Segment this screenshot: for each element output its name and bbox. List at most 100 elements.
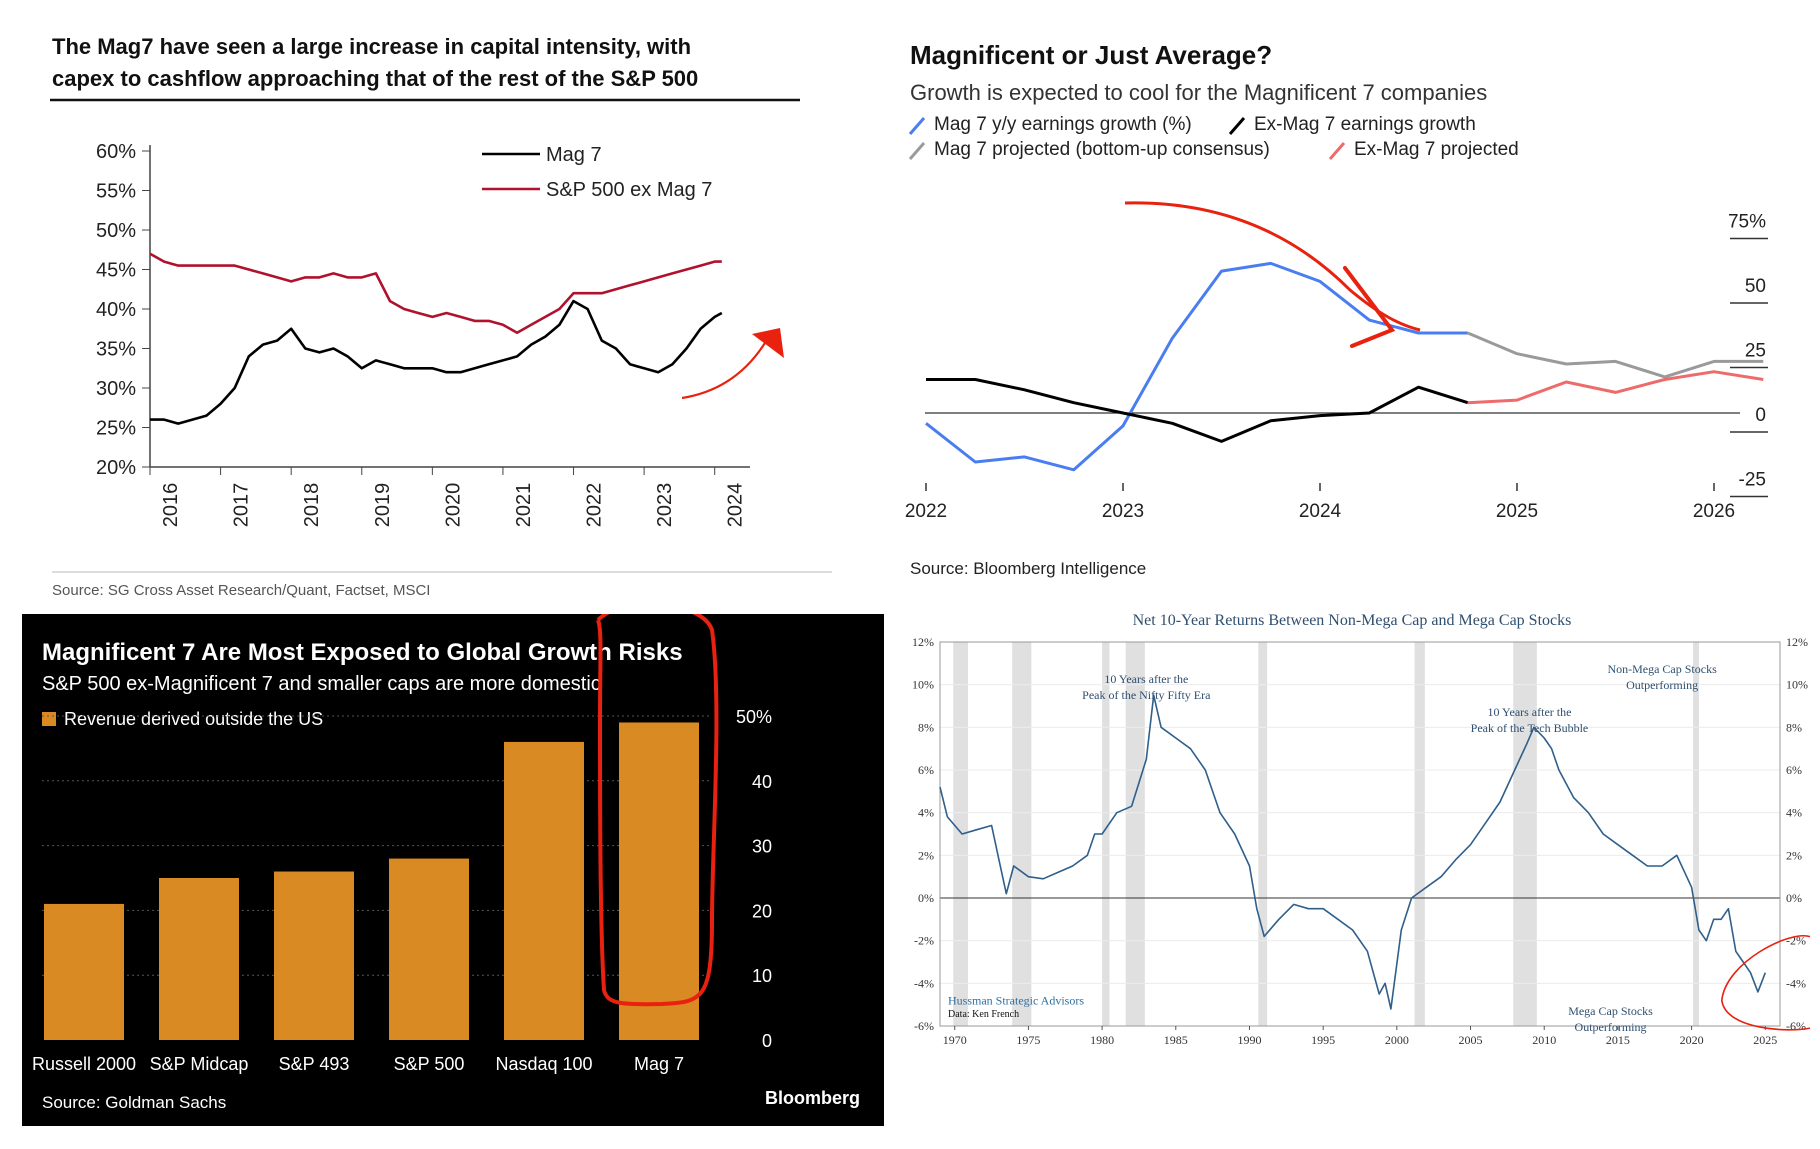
returns-y-tick-left: 0% [918, 891, 934, 905]
returns-x-tick-label: 2025 [1753, 1033, 1777, 1047]
growth-legend-label: Ex-Mag 7 projected [1354, 139, 1519, 160]
capex-y-tick-label: 30% [96, 378, 136, 400]
exposure-chart-title: Magnificent 7 Are Most Exposed to Global… [42, 639, 683, 666]
capex-y-tick-label: 60% [96, 141, 136, 163]
capex-y-tick-label: 40% [96, 299, 136, 321]
growth-red-arrowhead [1343, 266, 1396, 348]
returns-x-tick-label: 1975 [1016, 1033, 1040, 1047]
returns-y-tick-left: -6% [914, 1019, 934, 1033]
returns-y-tick-left: -2% [914, 934, 934, 948]
growth-legend-label: Ex-Mag 7 earnings growth [1254, 114, 1476, 135]
returns-y-tick-right: 8% [1786, 720, 1802, 734]
returns-y-tick-right: -6% [1786, 1019, 1806, 1033]
exposure-bar [504, 741, 584, 1040]
exposure-category-label: S&P Midcap [150, 1054, 249, 1074]
exposure-bar [159, 878, 239, 1040]
growth-series-line [926, 378, 1469, 443]
growth-x-tick-label: 2025 [1496, 501, 1538, 522]
growth-y-tick-label: 25 [1745, 341, 1766, 362]
returns-y-tick-left: 6% [918, 763, 934, 777]
returns-y-tick-right: 12% [1786, 635, 1808, 649]
returns-chart: Net 10-Year Returns Between Non-Mega Cap… [912, 612, 1811, 1047]
capex-source: Source: SG Cross Asset Research/Quant, F… [52, 582, 430, 599]
returns-x-tick-label: 1990 [1237, 1033, 1261, 1047]
returns-red-circle [1720, 934, 1811, 1031]
growth-x-tick-label: 2024 [1299, 501, 1342, 522]
returns-y-tick-left: 8% [918, 720, 934, 734]
red-arrow-head [752, 328, 784, 358]
returns-y-tick-right: 4% [1786, 806, 1802, 820]
growth-legend-swatch [908, 117, 926, 135]
recession-band [1125, 642, 1145, 1026]
exposure-category-label: Nasdaq 100 [495, 1054, 592, 1074]
capex-plot-area: 60% 55% 50% 45% 40% 35% 30% 25% 20% 2016 2017 2018 2… [96, 141, 784, 527]
growth-series-line [1467, 370, 1764, 405]
growth-y-tick-label: 50 [1745, 276, 1766, 297]
growth-y-tick-label: -25 [1739, 470, 1766, 491]
annotation-nifty-line2: Peak of the Nifty Fifty Era [1082, 688, 1211, 702]
capex-y-tick-label: 20% [96, 457, 136, 479]
returns-x-tick-label: 1980 [1090, 1033, 1114, 1047]
returns-y-tick-right: 6% [1786, 763, 1802, 777]
recession-band [1012, 642, 1032, 1026]
returns-x-tick-label: 2005 [1459, 1033, 1483, 1047]
exposure-y-tick-label: 10 [752, 966, 772, 986]
legend-label-mag7: Mag 7 [546, 144, 602, 166]
growth-x-tick-label: 2023 [1102, 501, 1144, 522]
capex-x-tick-label: 2021 [513, 483, 535, 528]
growth-red-arrow [1124, 201, 1421, 332]
exposure-chart: Magnificent 7 Are Most Exposed to Global… [32, 602, 860, 1112]
recession-band [953, 642, 968, 1026]
returns-x-tick-label: 2020 [1680, 1033, 1704, 1047]
exposure-y-tick-label: 0 [762, 1031, 772, 1051]
returns-chart-panel: Net 10-Year Returns Between Non-Mega Cap… [884, 600, 1820, 1144]
growth-legend-swatch [1328, 142, 1346, 160]
capex-series-line [150, 299, 723, 425]
legend-label-spx-ex-mag7: S&P 500 ex Mag 7 [546, 179, 712, 201]
exposure-y-tick-label: 20 [752, 901, 772, 921]
capex-chart-panel: The Mag7 have seen a large increase in c… [0, 0, 870, 610]
exposure-bar [619, 722, 699, 1040]
returns-y-tick-left: 2% [918, 848, 934, 862]
capex-x-tick-label: 2024 [725, 483, 747, 528]
capex-y-tick-label: 25% [96, 418, 136, 440]
growth-legend-label: Mag 7 y/y earnings growth (%) [934, 114, 1192, 135]
growth-source: Source: Bloomberg Intelligence [910, 559, 1146, 578]
growth-legend-swatch [1228, 117, 1246, 135]
annotation-mega-line1: Mega Cap Stocks [1568, 1004, 1653, 1018]
returns-y-tick-left: -4% [914, 976, 934, 990]
exposure-y-tick-label: 50% [736, 707, 772, 727]
growth-series-line [1467, 331, 1764, 379]
returns-x-tick-label: 2015 [1606, 1033, 1630, 1047]
capex-x-tick-label: 2018 [301, 483, 323, 528]
exposure-source: Source: Goldman Sachs [42, 1093, 226, 1112]
growth-plot-area: 75% 50 25 0 -25 2022 2023 2024 2025 2026 [905, 201, 1768, 522]
returns-plot-frame [939, 641, 1781, 1027]
exposure-bar [274, 871, 354, 1040]
exposure-legend-swatch [42, 712, 56, 726]
exposure-legend-label: Revenue derived outside the US [64, 709, 323, 729]
growth-y-tick-label: 0 [1755, 405, 1766, 426]
growth-legend-swatch [908, 142, 926, 160]
recession-band [1693, 642, 1700, 1026]
growth-series-line [925, 261, 1468, 472]
capex-y-tick-label: 45% [96, 260, 136, 282]
exposure-category-label: Russell 2000 [32, 1054, 136, 1074]
exposure-y-tick-label: 30 [752, 837, 772, 857]
growth-chart: Magnificent or Just Average? Growth is e… [905, 40, 1768, 578]
growth-chart-title: Magnificent or Just Average? [910, 40, 1272, 70]
capex-y-tick-label: 50% [96, 220, 136, 242]
annotation-mega-line2: Outperforming [1575, 1020, 1647, 1034]
recession-band [1414, 642, 1425, 1026]
capex-chart-title-line2: capex to cashflow approaching that of th… [52, 66, 698, 91]
capex-series-line [149, 252, 722, 334]
capex-x-tick-label: 2020 [442, 483, 464, 528]
returns-y-tick-right: 0% [1786, 891, 1802, 905]
exposure-plot-area: 50% 40 30 20 10 0 Russell 2000 S&P Midcap S&P 49… [32, 602, 772, 1074]
capex-x-tick-label: 2023 [654, 483, 676, 528]
red-arrow-annotation [681, 337, 769, 400]
returns-y-tick-right: -4% [1786, 976, 1806, 990]
exposure-y-tick-label: 40 [752, 772, 772, 792]
recession-band [1258, 642, 1268, 1026]
returns-y-tick-left: 4% [918, 806, 934, 820]
